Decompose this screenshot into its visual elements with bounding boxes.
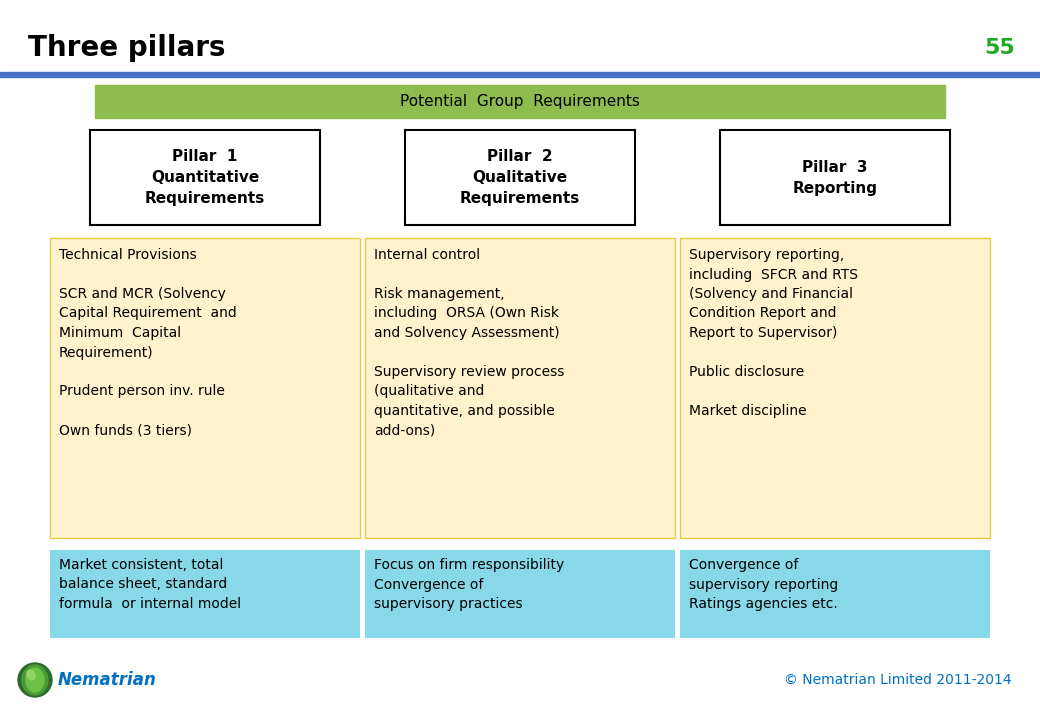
Text: Potential  Group  Requirements: Potential Group Requirements (400, 94, 640, 109)
Text: Focus on firm responsibility
Convergence of
supervisory practices: Focus on firm responsibility Convergence… (374, 558, 565, 611)
Bar (365, 238, 675, 538)
Ellipse shape (26, 668, 44, 692)
Ellipse shape (22, 665, 48, 695)
Text: Three pillars: Three pillars (28, 34, 226, 62)
Text: Nematrian: Nematrian (58, 671, 157, 689)
Bar (720, 130, 950, 225)
Bar (90, 130, 320, 225)
Bar (50, 550, 360, 638)
Bar (95, 85, 945, 118)
Bar (50, 238, 360, 538)
Bar (365, 550, 675, 638)
Text: Pillar  2
Qualitative
Requirements: Pillar 2 Qualitative Requirements (460, 149, 580, 206)
Text: 55: 55 (984, 38, 1015, 58)
Text: Technical Provisions

SCR and MCR (Solvency
Capital Requirement  and
Minimum  Ca: Technical Provisions SCR and MCR (Solven… (59, 248, 237, 438)
Bar (680, 238, 990, 538)
Ellipse shape (18, 663, 52, 697)
Bar (0, 72, 1040, 77)
Text: Market consistent, total
balance sheet, standard
formula  or internal model: Market consistent, total balance sheet, … (59, 558, 241, 611)
Bar (680, 550, 990, 638)
Text: Internal control

Risk management,
including  ORSA (Own Risk
and Solvency Assess: Internal control Risk management, includ… (374, 248, 565, 438)
Text: Pillar  1
Quantitative
Requirements: Pillar 1 Quantitative Requirements (145, 149, 265, 206)
Text: © Nematrian Limited 2011-2014: © Nematrian Limited 2011-2014 (784, 673, 1012, 687)
Ellipse shape (27, 670, 35, 680)
Bar (405, 130, 635, 225)
Text: Supervisory reporting,
including  SFCR and RTS
(Solvency and Financial
Condition: Supervisory reporting, including SFCR an… (690, 248, 858, 418)
Text: Convergence of
supervisory reporting
Ratings agencies etc.: Convergence of supervisory reporting Rat… (690, 558, 838, 611)
Text: Pillar  3
Reporting: Pillar 3 Reporting (792, 160, 878, 196)
